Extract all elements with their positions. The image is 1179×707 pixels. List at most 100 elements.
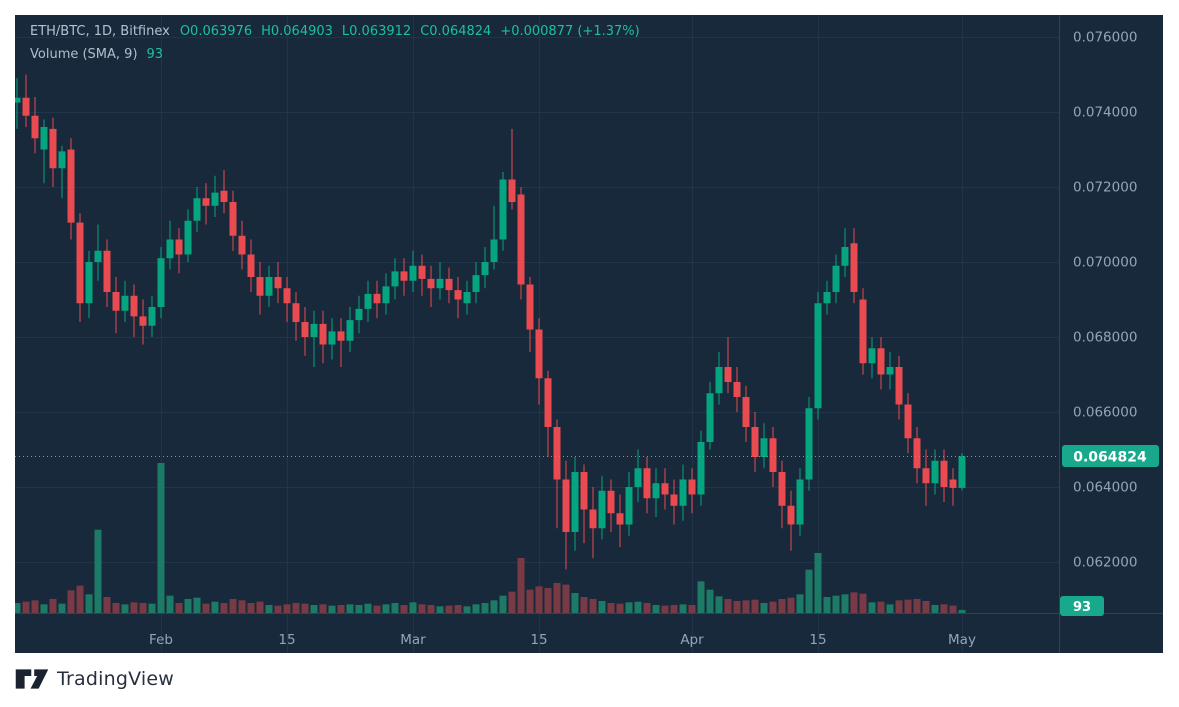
candle[interactable]: [805, 408, 813, 480]
candle[interactable]: [607, 490, 615, 514]
candle[interactable]: [778, 472, 786, 506]
candle[interactable]: [76, 222, 84, 304]
candle[interactable]: [328, 331, 336, 345]
price-axis-label[interactable]: 0.076000: [1073, 30, 1137, 46]
time-axis-label[interactable]: Mar: [400, 632, 426, 648]
candle[interactable]: [22, 97, 30, 116]
candle[interactable]: [814, 303, 822, 409]
candle[interactable]: [337, 331, 345, 341]
candle[interactable]: [553, 427, 561, 480]
candle[interactable]: [202, 198, 210, 206]
candle[interactable]: [166, 239, 174, 259]
candle[interactable]: [229, 202, 237, 236]
candle[interactable]: [49, 128, 57, 169]
candle[interactable]: [247, 254, 255, 278]
price-axis-label[interactable]: 0.062000: [1073, 555, 1137, 571]
price-axis-label[interactable]: 0.068000: [1073, 330, 1137, 346]
candle[interactable]: [850, 243, 858, 292]
candle[interactable]: [598, 490, 606, 529]
candle[interactable]: [832, 265, 840, 292]
candle[interactable]: [868, 348, 876, 364]
candle[interactable]: [454, 290, 462, 300]
candle[interactable]: [283, 288, 291, 304]
candle[interactable]: [841, 247, 849, 266]
candle[interactable]: [544, 378, 552, 427]
candle[interactable]: [931, 460, 939, 484]
candle[interactable]: [391, 271, 399, 287]
candle[interactable]: [823, 292, 831, 304]
candle[interactable]: [571, 472, 579, 532]
candle[interactable]: [139, 316, 147, 326]
candle[interactable]: [400, 271, 408, 281]
candle[interactable]: [355, 308, 363, 321]
time-axis-label[interactable]: Apr: [680, 632, 704, 648]
candle[interactable]: [292, 303, 300, 322]
candle[interactable]: [58, 151, 66, 169]
candle[interactable]: [103, 250, 111, 292]
candle[interactable]: [175, 239, 183, 255]
candle[interactable]: [319, 323, 327, 345]
price-axis-label[interactable]: 0.072000: [1073, 180, 1137, 196]
candle[interactable]: [481, 262, 489, 276]
candle[interactable]: [409, 265, 417, 281]
candle[interactable]: [211, 192, 219, 206]
candle[interactable]: [733, 382, 741, 397]
candle[interactable]: [193, 198, 201, 221]
candle[interactable]: [310, 323, 318, 337]
candle[interactable]: [742, 397, 750, 427]
candle[interactable]: [904, 404, 912, 439]
candle[interactable]: [643, 468, 651, 499]
candle[interactable]: [688, 479, 696, 495]
tradingview-logo[interactable]: TradingView: [15, 666, 174, 692]
candle[interactable]: [445, 278, 453, 291]
candle[interactable]: [949, 479, 957, 488]
candle[interactable]: [517, 194, 525, 285]
candle[interactable]: [346, 320, 354, 341]
candle[interactable]: [895, 367, 903, 405]
candle[interactable]: [670, 494, 678, 506]
candle[interactable]: [112, 292, 120, 311]
candle[interactable]: [382, 286, 390, 304]
candle[interactable]: [31, 115, 39, 139]
candle[interactable]: [769, 438, 777, 472]
candle[interactable]: [796, 479, 804, 525]
candle[interactable]: [436, 278, 444, 289]
candle[interactable]: [40, 127, 48, 150]
candle[interactable]: [265, 277, 273, 296]
candle[interactable]: [148, 307, 156, 326]
candle[interactable]: [220, 190, 228, 202]
candle[interactable]: [508, 179, 516, 203]
candle[interactable]: [616, 513, 624, 525]
chart-panel[interactable]: 0.076000 0.074000 0.072000 0.070000 0.068000…: [15, 15, 1163, 653]
price-axis-label[interactable]: 0.064000: [1073, 480, 1137, 496]
candle[interactable]: [238, 235, 246, 255]
candle[interactable]: [499, 179, 507, 240]
candle[interactable]: [526, 284, 534, 330]
candle[interactable]: [697, 442, 705, 495]
candle[interactable]: [463, 292, 471, 304]
candle[interactable]: [652, 483, 660, 499]
candle[interactable]: [913, 438, 921, 469]
price-axis-label[interactable]: 0.070000: [1073, 255, 1137, 271]
candle[interactable]: [877, 348, 885, 375]
candle[interactable]: [427, 278, 435, 289]
candle[interactable]: [472, 275, 480, 292]
candle[interactable]: [715, 367, 723, 394]
time-axis-label[interactable]: 15: [530, 632, 547, 648]
candle[interactable]: [922, 468, 930, 484]
candle[interactable]: [661, 483, 669, 495]
price-axis-label[interactable]: 0.074000: [1073, 105, 1137, 121]
candle[interactable]: [274, 277, 282, 289]
candle[interactable]: [580, 472, 588, 510]
candle[interactable]: [958, 456, 966, 488]
candle[interactable]: [634, 468, 642, 487]
candle[interactable]: [418, 265, 426, 279]
candle[interactable]: [94, 250, 102, 262]
candle[interactable]: [301, 322, 309, 337]
candle[interactable]: [85, 262, 93, 304]
time-axis-label[interactable]: May: [948, 632, 976, 648]
candle[interactable]: [625, 487, 633, 525]
candle[interactable]: [886, 367, 894, 375]
candle[interactable]: [589, 509, 597, 529]
candle[interactable]: [184, 220, 192, 255]
